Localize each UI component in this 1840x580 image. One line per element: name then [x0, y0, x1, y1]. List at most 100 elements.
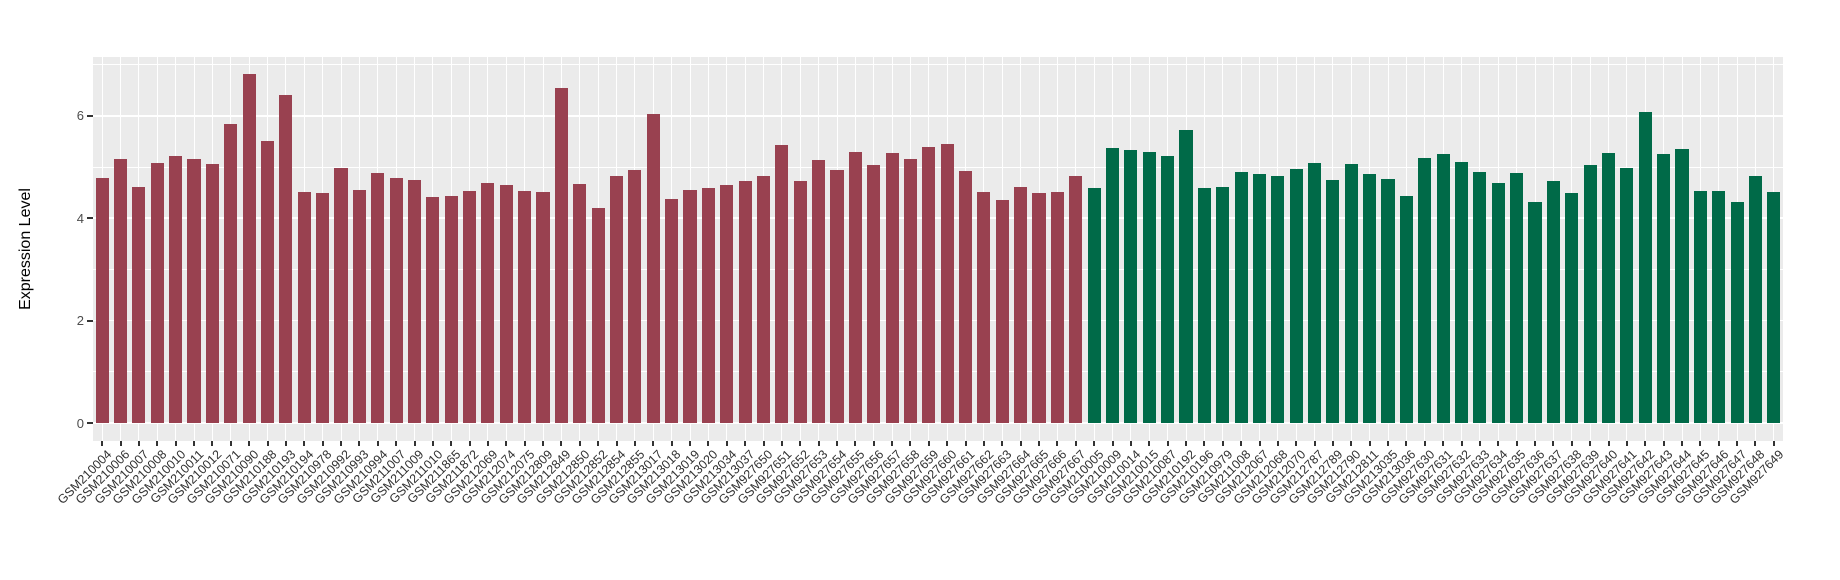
x-tick-mark: [1001, 441, 1004, 446]
x-tick-mark: [1717, 441, 1720, 446]
x-tick-mark: [615, 441, 618, 446]
x-tick-mark: [1258, 441, 1261, 446]
bar: [1326, 179, 1340, 423]
bar: [169, 156, 183, 423]
x-tick-mark: [872, 441, 875, 446]
bar: [1657, 154, 1671, 423]
bar: [1675, 149, 1689, 423]
bar: [1473, 172, 1487, 423]
x-tick-mark: [578, 441, 581, 446]
x-tick-mark: [1497, 441, 1500, 446]
bar: [830, 169, 844, 423]
x-tick-mark: [1056, 441, 1059, 446]
bar: [352, 189, 366, 423]
bar: [499, 184, 513, 423]
bar: [1638, 111, 1652, 423]
x-tick-mark: [689, 441, 691, 446]
bar: [812, 160, 826, 423]
bar: [1546, 181, 1560, 423]
bar: [444, 195, 458, 423]
bar: [536, 192, 550, 423]
y-tick-mark: [87, 422, 93, 424]
x-tick-mark: [836, 441, 838, 446]
bar: [426, 197, 440, 423]
x-tick-mark: [1350, 441, 1353, 446]
bar: [793, 181, 807, 423]
x-tick-mark: [633, 441, 636, 446]
x-tick-mark: [1772, 441, 1775, 446]
x-tick-mark: [229, 441, 232, 446]
y-tick-label: 0: [76, 415, 84, 431]
bar: [1087, 188, 1101, 423]
x-tick-mark: [1276, 441, 1279, 446]
bar: [1767, 192, 1781, 423]
x-tick-mark: [1405, 441, 1408, 446]
y-tick-mark: [87, 319, 93, 322]
bar: [1234, 171, 1248, 423]
x-tick-mark: [340, 441, 342, 446]
bar: [279, 94, 293, 423]
bar: [518, 191, 532, 423]
bar: [132, 187, 146, 423]
x-tick-mark: [1625, 441, 1628, 446]
y-gridline-minor: [93, 269, 1783, 270]
bar: [1399, 196, 1413, 423]
bar: [1216, 187, 1230, 423]
bar: [885, 153, 899, 423]
x-tick-mark: [946, 441, 949, 446]
y-gridline-major: [93, 422, 1783, 424]
x-tick-mark: [523, 441, 526, 446]
x-tick-mark: [964, 441, 967, 446]
y-gridline-minor: [93, 371, 1783, 373]
x-tick-mark: [1148, 441, 1151, 446]
bar: [316, 192, 330, 423]
x-tick-mark: [284, 441, 287, 446]
x-tick-mark: [1295, 441, 1298, 446]
x-tick-mark: [1607, 441, 1610, 446]
x-tick-mark: [1478, 441, 1481, 446]
x-tick-mark: [597, 441, 600, 446]
x-tick-mark: [413, 441, 416, 446]
x-tick-mark: [1093, 441, 1096, 446]
x-tick-mark: [156, 441, 159, 446]
bar: [1491, 182, 1505, 423]
bar: [1381, 179, 1395, 423]
y-tick-label: 2: [76, 313, 84, 329]
x-tick-mark: [1387, 441, 1390, 446]
x-tick-mark: [431, 441, 434, 446]
x-tick-mark: [725, 441, 728, 446]
x-tick-mark: [762, 441, 765, 446]
y-tick-label: 6: [76, 108, 84, 124]
x-tick-mark: [1074, 441, 1077, 446]
bar: [628, 170, 642, 423]
x-tick-mark: [1185, 441, 1187, 446]
bar: [1308, 162, 1322, 423]
x-tick-mark: [266, 441, 269, 446]
x-tick-mark: [1038, 441, 1040, 446]
x-tick-mark: [193, 441, 195, 446]
x-tick-mark: [1423, 441, 1426, 446]
y-axis-title: Expression Level: [17, 188, 34, 310]
x-tick-mark: [670, 441, 673, 446]
x-tick-mark: [1331, 441, 1334, 446]
bar: [1565, 193, 1579, 423]
bar: [738, 181, 752, 423]
bar: [1454, 162, 1469, 423]
x-tick-mark: [1589, 441, 1592, 446]
bar: [297, 192, 311, 423]
bar: [1583, 165, 1597, 423]
x-tick-mark: [1019, 441, 1022, 446]
bar: [1344, 164, 1358, 423]
bar: [903, 159, 917, 423]
bar: [95, 178, 109, 423]
x-tick-mark: [303, 441, 306, 446]
x-tick-mark: [248, 441, 251, 446]
bar: [995, 199, 1009, 423]
bar: [242, 74, 256, 423]
bar: [1510, 172, 1524, 423]
plot-panel: [93, 57, 1783, 441]
x-tick-mark: [780, 441, 783, 446]
x-tick-mark: [1129, 441, 1132, 446]
x-tick-mark: [1534, 441, 1536, 446]
x-tick-mark: [321, 441, 324, 446]
